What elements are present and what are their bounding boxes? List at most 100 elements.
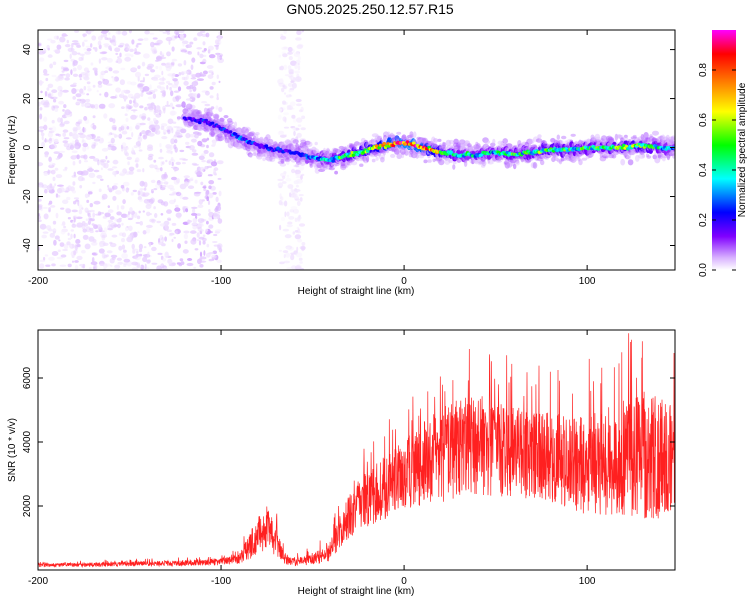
- ridge-halo: [437, 138, 442, 142]
- noise-blob: [119, 52, 122, 58]
- ridge-halo: [353, 144, 358, 150]
- noise-blob: [281, 46, 288, 51]
- noise-blob: [193, 37, 198, 41]
- noise-blob: [112, 195, 117, 201]
- noise-blob: [133, 102, 139, 108]
- noise-blob: [57, 184, 64, 187]
- ridge-halo: [620, 158, 626, 166]
- noise-blob: [213, 233, 218, 237]
- noise-blob: [135, 253, 141, 257]
- noise-blob: [147, 63, 154, 68]
- ridge-halo: [292, 139, 299, 144]
- noise-blob: [161, 136, 168, 140]
- noise-blob: [190, 77, 197, 80]
- noise-blob: [190, 230, 197, 234]
- noise-blob: [190, 238, 197, 245]
- noise-blob: [50, 205, 56, 208]
- noise-blob: [180, 261, 185, 265]
- noise-blob: [193, 266, 197, 269]
- noise-blob: [159, 234, 164, 241]
- ridge-core: [377, 146, 382, 150]
- noise-blob: [145, 224, 153, 228]
- noise-blob: [188, 133, 196, 138]
- noise-blob: [135, 44, 139, 48]
- noise-blob: [53, 228, 57, 232]
- noise-blob: [107, 184, 110, 188]
- noise-blob: [61, 199, 69, 205]
- ridge-halo: [578, 159, 583, 166]
- noise-blob: [202, 58, 207, 64]
- noise-blob: [107, 209, 114, 214]
- noise-blob: [206, 230, 213, 234]
- noise-blob: [283, 92, 287, 95]
- ridge-core: [620, 146, 625, 150]
- noise-blob: [171, 161, 174, 167]
- noise-blob: [43, 171, 49, 176]
- noise-blob: [130, 54, 134, 58]
- noise-blob: [61, 70, 65, 73]
- noise-blob: [56, 256, 64, 260]
- noise-blob: [70, 229, 75, 232]
- noise-blob: [129, 48, 134, 52]
- noise-blob: [288, 216, 295, 220]
- noise-blob: [125, 187, 129, 193]
- noise-blob: [136, 215, 141, 220]
- noise-blob: [41, 141, 46, 148]
- noise-blob: [173, 167, 180, 171]
- noise-blob: [97, 40, 102, 46]
- noise-blob: [76, 255, 83, 261]
- noise-blob: [117, 30, 121, 35]
- noise-blob: [137, 65, 141, 70]
- spectrogram-y-label: Frequency (Hz): [7, 116, 18, 185]
- noise-blob: [149, 242, 151, 247]
- noise-blob: [100, 178, 104, 181]
- noise-blob: [143, 181, 148, 188]
- noise-blob: [93, 200, 101, 205]
- noise-blob: [299, 245, 306, 250]
- noise-blob: [67, 237, 72, 241]
- noise-blob: [172, 78, 178, 82]
- noise-blob: [218, 190, 222, 197]
- noise-blob: [51, 126, 57, 132]
- noise-blob: [63, 244, 69, 250]
- noise-blob: [217, 177, 222, 180]
- noise-blob: [109, 117, 114, 123]
- noise-blob: [286, 95, 290, 98]
- noise-blob: [124, 126, 127, 132]
- noise-blob: [38, 50, 42, 55]
- noise-blob: [178, 72, 182, 76]
- noise-blob: [295, 172, 301, 177]
- noise-blob: [278, 200, 283, 206]
- noise-blob: [87, 85, 91, 89]
- ridge-halo: [623, 136, 629, 141]
- noise-blob: [294, 217, 298, 222]
- noise-blob: [96, 136, 101, 139]
- noise-blob: [54, 78, 61, 82]
- colorbar-tick-label: 0.0: [698, 263, 709, 277]
- noise-blob: [144, 73, 150, 77]
- noise-blob: [95, 230, 99, 233]
- noise-blob: [142, 134, 148, 140]
- noise-blob: [85, 210, 92, 214]
- figure-title: GN05.2025.250.12.57.R15: [286, 1, 454, 17]
- noise-blob: [125, 137, 132, 140]
- noise-blob: [215, 229, 222, 233]
- noise-blob: [175, 207, 180, 211]
- noise-blob: [84, 193, 89, 199]
- noise-blob: [71, 140, 75, 146]
- noise-blob: [110, 145, 117, 151]
- noise-blob: [292, 127, 296, 131]
- noise-blob: [290, 60, 297, 66]
- x-tick-label: 0: [401, 276, 407, 287]
- noise-blob: [183, 60, 187, 66]
- noise-blob: [160, 161, 163, 167]
- noise-blob: [87, 168, 94, 173]
- noise-blob: [141, 61, 146, 67]
- noise-blob: [121, 232, 127, 238]
- noise-blob: [77, 52, 81, 55]
- noise-blob: [81, 92, 86, 95]
- x-tick-label: -200: [28, 276, 48, 287]
- noise-blob: [78, 159, 82, 164]
- noise-blob: [168, 160, 171, 166]
- noise-blob: [279, 66, 282, 71]
